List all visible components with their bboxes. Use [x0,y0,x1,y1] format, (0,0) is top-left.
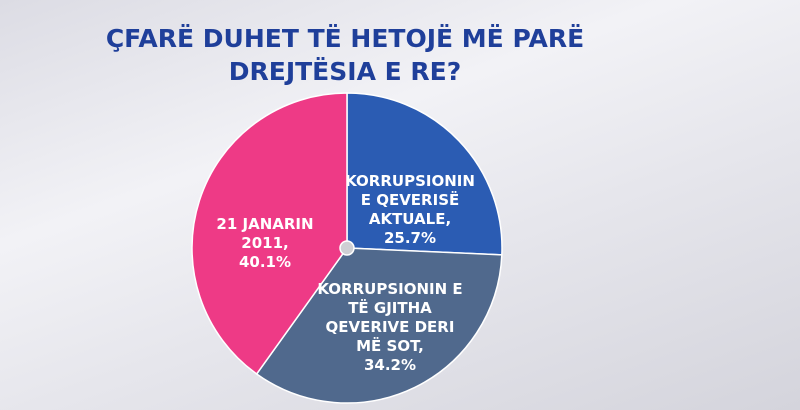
pie-slice [191,92,348,376]
center-dot [339,240,355,256]
value-label: 34.2% [363,356,417,374]
value-label: 25.7% [383,229,437,247]
pie-slice [346,92,503,256]
chart-title: ÇFARË DUHET TË HETOJË MË PARË DREJTËSIA … [105,24,585,86]
category-label: KORRUPSIONIN E TË GJITHA QEVERIVE DERI M… [317,280,463,355]
slice-label: 21 JANARIN 2011, 40.1% [195,215,335,272]
value-label: 40.1% [238,253,292,271]
pie-slice [255,247,503,404]
slice-label: KORRUPSIONIN E TË GJITHA QEVERIVE DERI M… [315,280,465,375]
category-label: KORRUPSIONIN E QEVERISË AKTUALE, [345,172,475,228]
slice-label: KORRUPSIONIN E QEVERISË AKTUALE, 25.7% [345,172,475,248]
category-label: 21 JANARIN 2011, [216,215,314,252]
